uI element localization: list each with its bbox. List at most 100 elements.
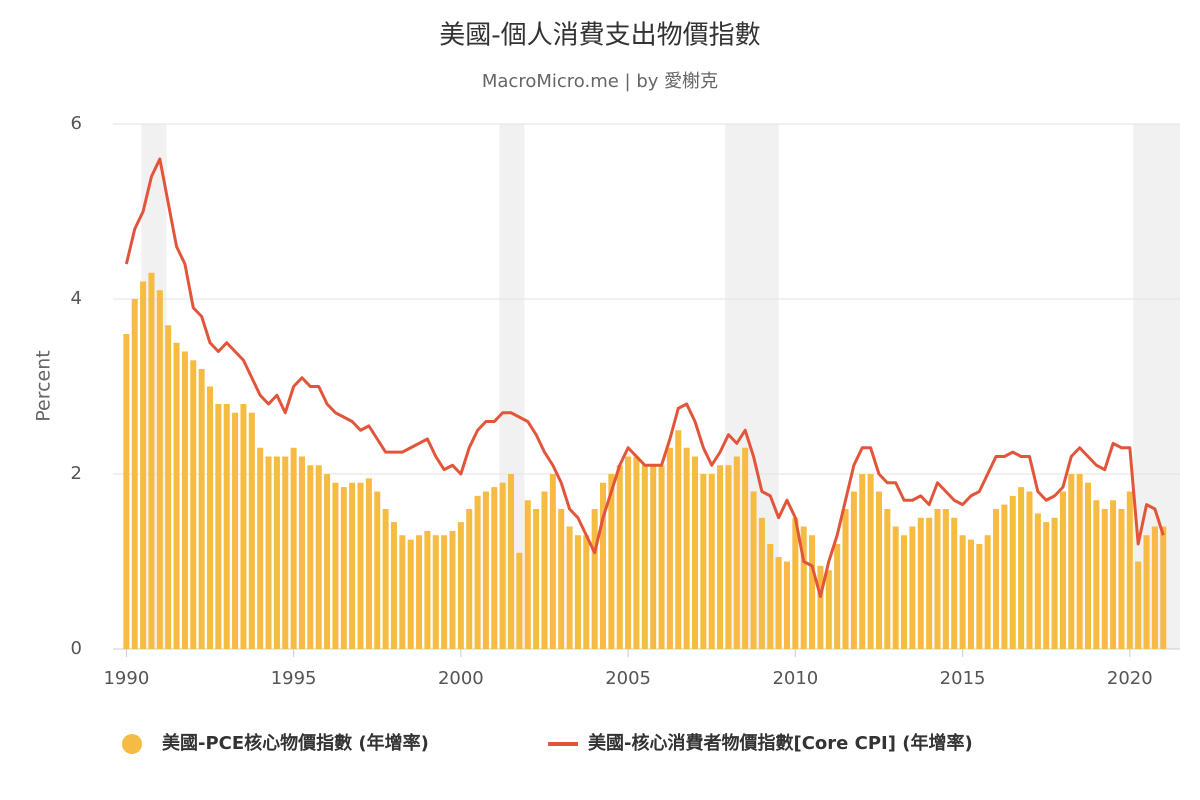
bar	[993, 509, 1000, 649]
x-tick-label: 1995	[271, 668, 317, 689]
bar	[282, 456, 289, 649]
x-tick-label: 2020	[1107, 668, 1153, 689]
bar	[357, 482, 364, 649]
bar	[123, 334, 130, 649]
bar	[499, 482, 506, 649]
bar	[457, 522, 464, 649]
bar	[967, 539, 974, 649]
bar	[1068, 474, 1075, 649]
bar	[524, 500, 531, 649]
bar	[926, 517, 933, 649]
bar	[742, 447, 749, 649]
y-tick-label: 2	[71, 463, 82, 484]
bar	[775, 557, 782, 649]
bar	[365, 478, 372, 649]
bar	[792, 517, 799, 649]
bar	[165, 325, 172, 649]
bar	[482, 491, 489, 649]
bar	[315, 465, 322, 649]
bar	[942, 509, 949, 649]
bar	[1085, 482, 1092, 649]
bar	[934, 509, 941, 649]
bar	[901, 535, 908, 649]
bar	[148, 272, 155, 649]
y-axis-label: Percent	[33, 350, 55, 422]
x-tick-label: 2010	[772, 668, 818, 689]
bar	[859, 474, 866, 649]
bar	[340, 487, 347, 649]
bar	[783, 561, 790, 649]
bar	[625, 456, 632, 649]
bar	[491, 487, 498, 649]
bar	[541, 491, 548, 649]
bar	[683, 447, 690, 649]
bar	[1076, 474, 1083, 649]
bar	[466, 509, 473, 649]
bar	[257, 447, 264, 649]
bar	[875, 491, 882, 649]
bar	[708, 474, 715, 649]
bar	[892, 526, 899, 649]
bar	[1151, 526, 1158, 649]
bar	[733, 456, 740, 649]
bar	[533, 509, 540, 649]
bar	[248, 412, 255, 649]
bar	[616, 465, 623, 649]
bar	[382, 509, 389, 649]
bar	[1034, 513, 1041, 649]
bar	[449, 530, 456, 649]
bar	[909, 526, 916, 649]
x-tick-label: 1990	[103, 668, 149, 689]
bar	[173, 342, 180, 649]
x-tick-label: 2005	[605, 668, 651, 689]
bar	[1101, 509, 1108, 649]
bar	[407, 539, 414, 649]
bar	[574, 535, 581, 649]
bar	[666, 447, 673, 649]
bar	[842, 509, 849, 649]
bar	[867, 474, 874, 649]
bar	[850, 491, 857, 649]
bar	[583, 535, 590, 649]
x-tick-label: 2015	[940, 668, 986, 689]
bar	[650, 465, 657, 649]
bar	[332, 482, 339, 649]
bar	[390, 522, 397, 649]
bar	[817, 565, 824, 649]
bar	[1143, 535, 1150, 649]
bar	[198, 369, 205, 649]
chart-subtitle: MacroMicro.me | by 愛榭克	[482, 71, 718, 92]
bar	[273, 456, 280, 649]
bar	[959, 535, 966, 649]
bar	[675, 430, 682, 649]
bar	[206, 386, 214, 649]
bar	[1110, 500, 1117, 649]
line	[124, 157, 1165, 598]
bar	[825, 570, 832, 649]
bar	[265, 456, 272, 649]
bar	[750, 491, 757, 649]
bar	[1026, 491, 1033, 649]
bar	[691, 456, 699, 649]
bar	[508, 474, 515, 649]
bar	[474, 495, 481, 649]
bar	[140, 281, 147, 649]
bar	[758, 517, 765, 649]
bar	[399, 535, 406, 649]
bar	[591, 509, 598, 649]
bar	[834, 544, 841, 649]
bar	[549, 474, 556, 649]
y-tick-label: 4	[71, 288, 82, 309]
bar	[424, 530, 431, 649]
bar	[600, 482, 607, 649]
bar	[324, 474, 331, 649]
bar	[223, 404, 230, 649]
bar	[641, 465, 648, 649]
bar	[1093, 500, 1100, 649]
bar	[884, 509, 891, 649]
legend-marker	[122, 734, 142, 754]
bar	[374, 491, 381, 649]
legend-label: 美國-PCE核心物價指數 (年增率)	[162, 732, 429, 754]
bar	[1001, 504, 1008, 649]
